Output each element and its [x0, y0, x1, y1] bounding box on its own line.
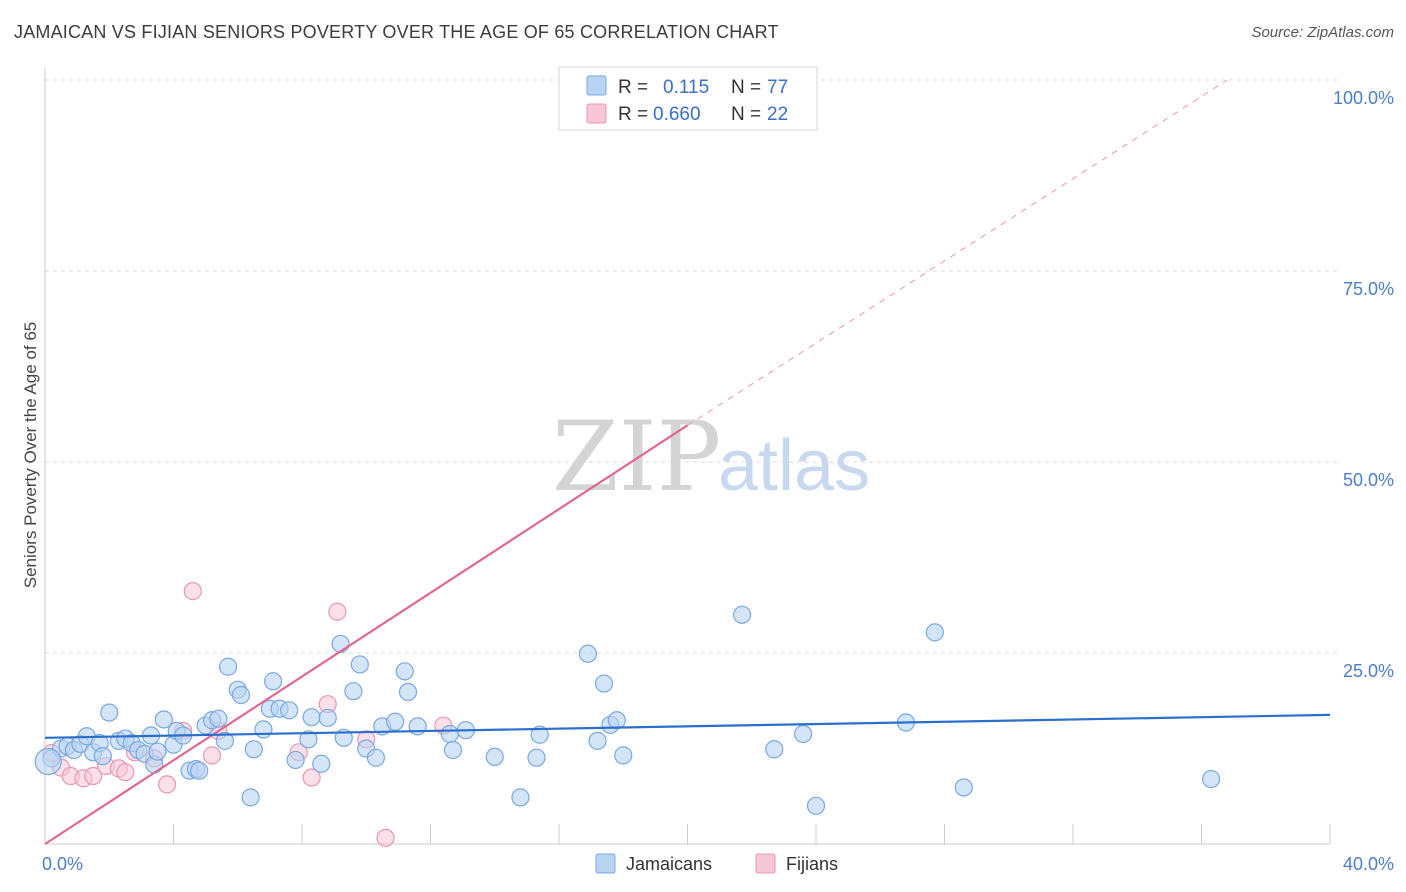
jamaicans-point	[588, 731, 607, 750]
jamaicans-point	[318, 708, 337, 728]
legend-fijians-n-value: 22	[767, 104, 788, 125]
series-legend: Jamaicans Fijians	[595, 853, 838, 874]
x-tick-label-max: 40.0%	[1343, 854, 1394, 874]
jamaicans-point	[440, 724, 459, 744]
jamaicans-point	[485, 747, 504, 767]
correlation-legend: R = 0.115 N = 77 R = 0.660 N = 22	[558, 66, 818, 131]
jamaicans-point	[386, 712, 405, 731]
jamaicans-point	[614, 746, 633, 765]
watermark-atlas: atlas	[718, 426, 870, 506]
jamaicans-trend-line	[44, 713, 1331, 739]
jamaicans-point	[594, 674, 614, 693]
legend-jamaicans-r-value: 0.115	[663, 77, 709, 98]
jamaicans-point	[350, 655, 369, 674]
fijians-point	[84, 766, 103, 786]
jamaicans-point	[925, 623, 944, 642]
jamaicans-point	[954, 778, 973, 797]
jamaicans-point	[312, 754, 331, 773]
chart-source: Source: ZipAtlas.com	[1251, 24, 1394, 41]
legend-fijians-swatch	[586, 103, 607, 124]
y-tick-label: 25.0%	[1343, 661, 1394, 681]
legend-jamaicans-r-label: R =	[618, 77, 648, 98]
jamaicans-point	[34, 747, 62, 776]
jamaicans-point	[209, 709, 228, 728]
jamaicans-point	[366, 748, 385, 767]
jamaicans-point	[344, 682, 363, 701]
fijians-point	[183, 582, 202, 601]
jamaicans-point	[527, 748, 546, 767]
legend-jamaicans-n-label: N =	[731, 77, 761, 98]
x-tick-labels: 0.0% 40.0%	[42, 854, 1394, 874]
jamaicans-point	[398, 682, 418, 702]
jamaicans-point	[1202, 769, 1221, 789]
jamaicans-point	[244, 740, 263, 759]
jamaicans-point	[806, 796, 826, 815]
legend-fijians-r-value: 0.660	[653, 104, 701, 125]
fijians-point	[116, 763, 135, 782]
jamaicans-point	[215, 731, 234, 750]
x-tick-label-min: 0.0%	[42, 854, 83, 874]
y-tick-label: 100.0%	[1333, 88, 1394, 108]
jamaicans-point	[154, 710, 173, 729]
jamaicans-point	[302, 708, 321, 727]
jamaicans-point	[443, 740, 463, 760]
jamaicans-point	[280, 701, 299, 720]
fijians-point	[157, 775, 177, 794]
fijians-point	[376, 828, 395, 847]
jamaicans-points	[34, 605, 1221, 815]
legend-fijians-r-label: R =	[618, 104, 648, 125]
jamaicans-point	[148, 742, 167, 761]
y-tick-label: 50.0%	[1343, 470, 1394, 490]
jamaicans-point	[299, 730, 318, 749]
chart-title: JAMAICAN VS FIJIAN SENIORS POVERTY OVER …	[14, 22, 779, 42]
trend-lines	[44, 79, 1331, 845]
axes	[44, 68, 1331, 845]
bottom-legend-jamaicans-swatch	[595, 853, 616, 874]
jamaicans-point	[331, 634, 350, 653]
jamaicans-point	[395, 662, 414, 681]
fijians-trend-extension	[687, 79, 1228, 426]
jamaicans-point	[765, 740, 784, 759]
y-tick-labels: 100.0% 75.0% 50.0% 25.0%	[1333, 88, 1394, 681]
jamaicans-point	[93, 747, 112, 766]
bottom-legend-jamaicans-label: Jamaicans	[626, 854, 712, 874]
fijians-point	[328, 602, 347, 621]
fijians-point	[202, 746, 222, 765]
jamaicans-point	[607, 711, 626, 730]
legend-jamaicans-swatch	[586, 75, 607, 96]
fijians-point	[302, 768, 321, 787]
jamaicans-point	[530, 725, 549, 744]
jamaicans-point	[231, 685, 251, 705]
y-tick-label: 75.0%	[1343, 279, 1394, 299]
jamaicans-point	[794, 724, 813, 744]
watermark: ZIP atlas	[552, 401, 870, 513]
y-axis-label: Seniors Poverty Over the Age of 65	[21, 322, 40, 588]
jamaicans-point	[254, 720, 273, 739]
jamaicans-point	[241, 788, 260, 807]
legend-fijians-n-label: N =	[731, 104, 761, 125]
bottom-legend-fijians-label: Fijians	[786, 854, 838, 874]
bottom-legend-fijians-swatch	[755, 853, 776, 874]
jamaicans-point	[286, 750, 305, 770]
jamaicans-point	[190, 761, 209, 780]
jamaicans-point	[219, 657, 238, 676]
jamaicans-point	[578, 644, 598, 663]
jamaicans-point	[511, 788, 530, 807]
jamaicans-point	[733, 605, 752, 624]
jamaicans-point	[100, 703, 119, 722]
jamaicans-point	[263, 672, 283, 691]
fijians-trend-line	[44, 424, 689, 845]
legend-jamaicans-n-value: 77	[767, 77, 788, 98]
grid-lines	[45, 79, 1338, 654]
